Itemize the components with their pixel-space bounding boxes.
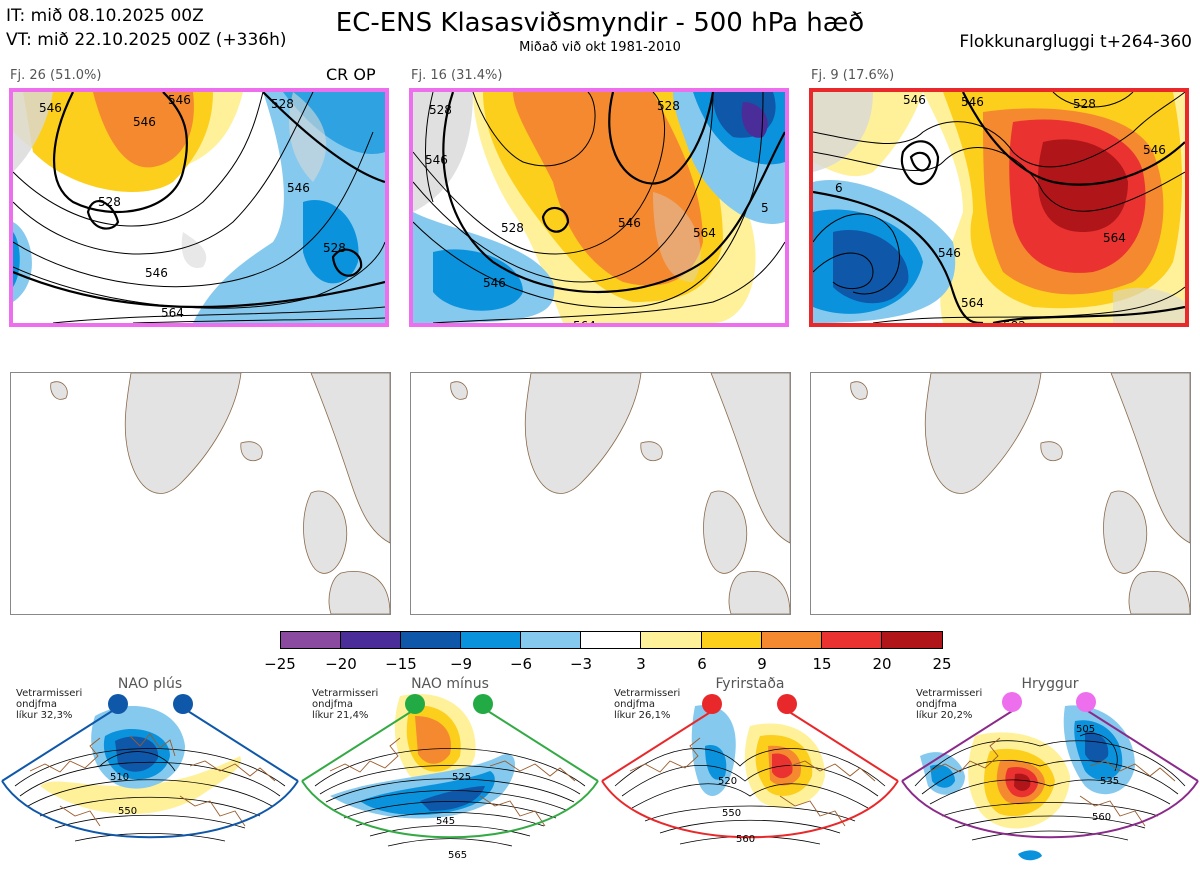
colorbar-tick: −25 [264, 655, 296, 673]
cluster-1-contour-label: 528 [98, 195, 121, 209]
regime-marker [473, 694, 493, 714]
classification-window: Flokkunargluggi t+264-360 [959, 32, 1192, 52]
empty-map-2 [410, 372, 791, 615]
colorbar-tick: −20 [325, 655, 357, 673]
colorbar-swatch [461, 631, 521, 649]
regime-contour-label: 535 [1100, 776, 1119, 787]
cluster-3-contour-label: 528 [1073, 97, 1096, 111]
regime-name: NAO mínus [411, 676, 489, 692]
regime-contour-label: 550 [722, 808, 741, 819]
cluster-3-contour-label: 546 [1143, 143, 1166, 157]
regime-contour-label: 550 [118, 806, 137, 817]
initial-time: IT: mið 08.10.2025 00Z [6, 6, 204, 26]
regime-contour-label: 520 [718, 776, 737, 787]
regime-marker [702, 694, 722, 714]
empty-map-1 [10, 372, 391, 615]
colorbar-tick: 6 [697, 655, 707, 673]
cluster-2-contour-label: 546 [425, 153, 448, 167]
colorbar-tick: −6 [509, 655, 533, 673]
regime-nao-minus: 525 545 565 NAO mínus Vetrarmisseri ondj… [300, 676, 600, 871]
cluster-2-contour-label: 546 [483, 276, 506, 290]
colorbar-tick: −9 [449, 655, 473, 673]
regime-contour-label: 545 [436, 816, 455, 827]
cluster-2-contour-label: 528 [429, 103, 452, 117]
regime-blocking: 520 550 560 Fyrirstaða Vetrarmisseri ond… [600, 676, 900, 871]
cluster-3-contour-label: 564 [1103, 231, 1126, 245]
regime-ridge: 505 535 560 Hryggur Vetrarmisseri ondjfm… [900, 676, 1200, 871]
colorbar-tick: 15 [812, 655, 832, 673]
regime-contour-label: 525 [452, 772, 471, 783]
cluster-2-contour-label: 546 [618, 216, 641, 230]
cluster-1-contour-label: 564 [161, 306, 184, 320]
colorbar-tick: −15 [385, 655, 417, 673]
colorbar-tick: −3 [569, 655, 593, 673]
cluster-2-map: 528 528 546 546 564 546 564 528 5 [409, 88, 789, 327]
cluster-3-contour-label: 546 [903, 93, 926, 107]
colorbar-tick: 20 [872, 655, 892, 673]
cluster-3-contour-label: 582 [1003, 319, 1026, 323]
cluster-1-tag: CR OP [326, 65, 376, 84]
regime-nao-plus: 510 550 NAO plús Vetrarmisseri ondjfma l… [0, 676, 300, 871]
cluster-1-contour-label: 528 [271, 97, 294, 111]
cluster-1-contour-label: 546 [287, 181, 310, 195]
regime-marker [1076, 692, 1096, 712]
colorbar-swatch [762, 631, 822, 649]
regime-name: NAO plús [117, 676, 183, 692]
regime-marker [405, 694, 425, 714]
cluster-1-label: Fj. 26 (51.0%) [10, 68, 102, 83]
cluster-2-contour-label: 5 [761, 201, 769, 215]
regime-contour-label: 560 [1092, 812, 1111, 823]
cluster-2-contour-label: 564 [693, 226, 716, 240]
valid-time: VT: mið 22.10.2025 00Z (+336h) [6, 30, 287, 50]
regime-info: Vetrarmisseri ondjfma líkur 20,2% [916, 688, 983, 721]
cluster-3-map: 546 546 528 546 564 546 564 582 6 [809, 88, 1189, 327]
cluster-2-label: Fj. 16 (31.4%) [411, 68, 503, 83]
colorbar-tick: 9 [757, 655, 767, 673]
regime-contour-label: 510 [110, 772, 129, 783]
page-title: EC-ENS Klasasviðsmyndir - 500 hPa hæð [335, 8, 865, 38]
regime-marker [1002, 692, 1022, 712]
cluster-1-contour-label: 546 [168, 93, 191, 107]
cluster-1-contour-label: 546 [145, 266, 168, 280]
cluster-3-label: Fj. 9 (17.6%) [811, 68, 895, 83]
cluster-3-contour-label: 546 [938, 246, 961, 260]
cluster-1-contour-label: 546 [133, 115, 156, 129]
cluster-3-contour-label: 6 [835, 181, 843, 195]
cluster-1-contour-label: 546 [39, 101, 62, 115]
cluster-3-contour-label: 546 [961, 95, 984, 109]
regime-name: Hryggur [1021, 676, 1079, 692]
regime-contour-label: 505 [1076, 724, 1095, 735]
cluster-1-contour-label: 528 [323, 241, 346, 255]
page-subtitle: Miðað við okt 1981-2010 [519, 40, 681, 55]
colorbar-swatch [521, 631, 581, 649]
regime-info: Vetrarmisseri ondjfma líkur 21,4% [312, 688, 379, 721]
colorbar-tick: 3 [636, 655, 646, 673]
colorbar-swatch [581, 631, 641, 649]
colorbar-swatch [341, 631, 401, 649]
regime-info: Vetrarmisseri ondjfma líkur 26,1% [614, 688, 681, 721]
cluster-1-map: 546 528 546 546 528 546 546 564 528 [9, 88, 389, 327]
regime-contour-label: 560 [736, 834, 755, 845]
regime-info: Vetrarmisseri ondjfma líkur 32,3% [16, 688, 83, 721]
colorbar-swatch [280, 631, 341, 649]
regime-marker [777, 694, 797, 714]
colorbar-tick: 25 [932, 655, 952, 673]
regime-name: Fyrirstaða [715, 676, 785, 692]
regime-marker [173, 694, 193, 714]
colorbar-swatch [822, 631, 882, 649]
cluster-3-contour-label: 564 [961, 296, 984, 310]
colorbar-swatch [882, 631, 943, 649]
colorbar-swatch [401, 631, 461, 649]
cluster-2-contour-label: 528 [657, 99, 680, 113]
colorbar-swatch [702, 631, 762, 649]
empty-map-3 [810, 372, 1191, 615]
cluster-2-contour-label: 564 [573, 319, 596, 323]
cluster-2-contour-label: 528 [501, 221, 524, 235]
regime-marker [108, 694, 128, 714]
colorbar-swatch [641, 631, 702, 649]
regime-contour-label: 565 [448, 850, 467, 861]
